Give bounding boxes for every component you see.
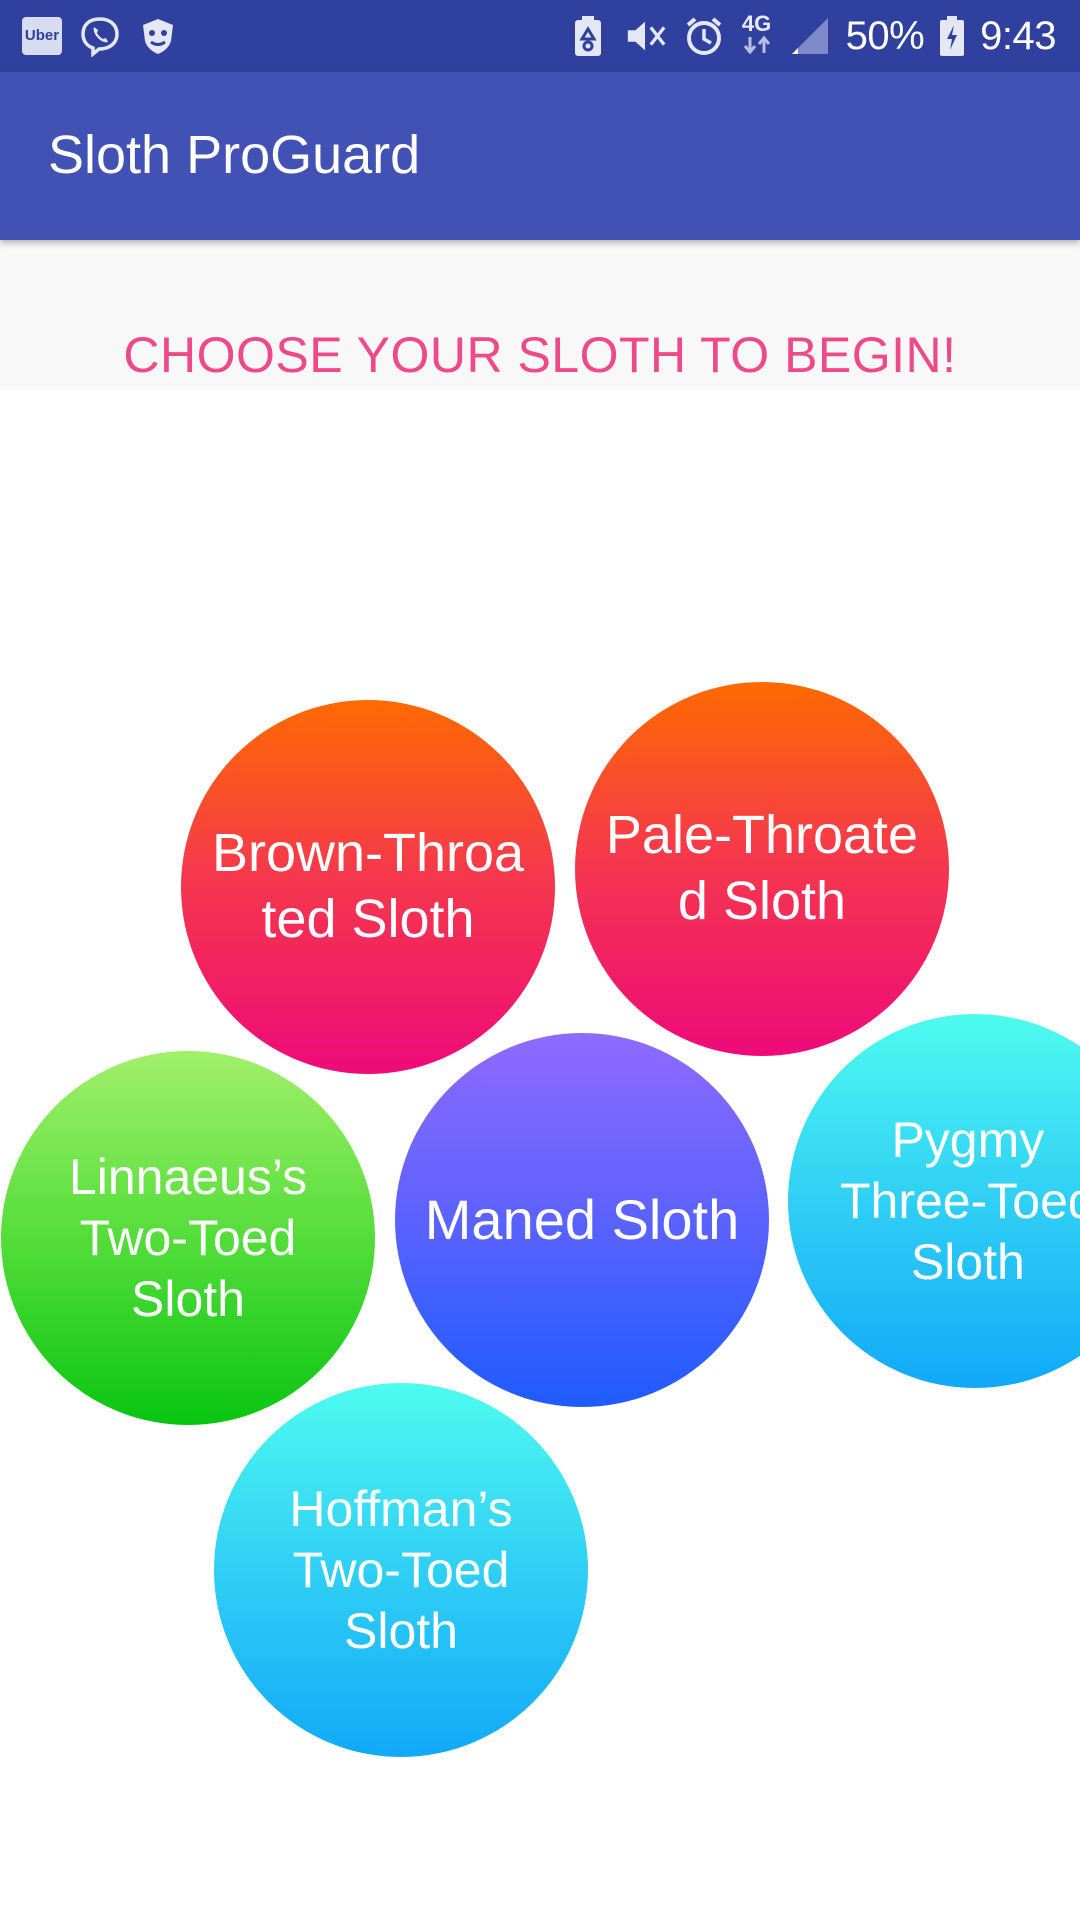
clock: 9:43 xyxy=(980,14,1056,58)
bubble-label: Linnaeus’s Two-Toed Sloth xyxy=(68,1148,308,1327)
header-band xyxy=(0,240,1080,390)
signal-icon xyxy=(788,14,832,58)
viber-icon xyxy=(78,14,122,58)
sloth-bubble-pygmy-three-toed[interactable]: Pygmy Three-Toed Sloth xyxy=(788,1014,1080,1388)
battery-percent: 50% xyxy=(845,14,925,58)
sloth-bubble-maned[interactable]: Maned Sloth xyxy=(395,1033,769,1407)
battery-saver-icon xyxy=(566,14,610,58)
security-shield-icon xyxy=(136,14,180,58)
system-icons: 4G 50% 9:43 xyxy=(566,12,1056,60)
app-title: Sloth ProGuard xyxy=(48,125,421,185)
battery-charging-icon xyxy=(938,14,966,58)
sloth-bubble-linnaeus-two-toed[interactable]: Linnaeus’s Two-Toed Sloth xyxy=(1,1051,375,1425)
alarm-icon xyxy=(682,14,726,58)
bubble-label: Hoffman’s Two-Toed Sloth xyxy=(289,1480,513,1659)
network-type-label: 4G xyxy=(741,10,772,36)
bubble-label: Pygmy Three-Toed Sloth xyxy=(840,1111,1080,1290)
status-bar: Uber xyxy=(0,0,1080,72)
bubble-label: Pale-Throate d Sloth xyxy=(605,805,919,931)
sloth-bubble-pale-throated[interactable]: Pale-Throate d Sloth xyxy=(575,682,949,1056)
sloth-bubble-hoffman-two-toed[interactable]: Hoffman’s Two-Toed Sloth xyxy=(214,1383,588,1757)
bubble-label: Brown-Throa ted Sloth xyxy=(211,823,525,949)
app-bar: Sloth ProGuard xyxy=(0,72,1080,240)
uber-icon: Uber xyxy=(20,14,64,58)
mute-icon xyxy=(624,14,668,58)
network-type-icon: 4G xyxy=(740,10,774,60)
uber-label: Uber xyxy=(22,17,62,55)
notification-icons: Uber xyxy=(20,14,180,58)
sloth-bubble-brown-throated[interactable]: Brown-Throa ted Sloth xyxy=(181,700,555,1074)
bubble-label: Maned Sloth xyxy=(424,1187,740,1251)
choose-sloth-prompt: CHOOSE YOUR SLOTH TO BEGIN! xyxy=(123,327,957,383)
